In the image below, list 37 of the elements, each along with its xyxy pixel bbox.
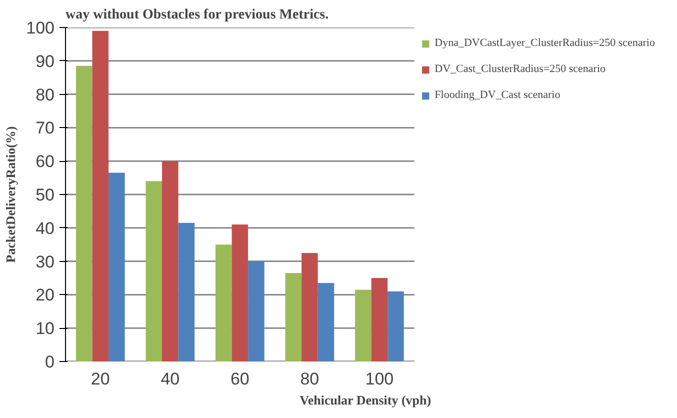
x-tick-label: 80 xyxy=(300,370,320,388)
y-tick-label: 30 xyxy=(36,252,55,272)
y-tick-label: 80 xyxy=(36,85,55,104)
text: way without Obstacles for previous Metrics. xyxy=(66,8,329,22)
bar xyxy=(371,278,388,362)
legend-label: Flooding_DV_Cast scenario xyxy=(434,89,560,101)
legend-label: DV_Cast_ClusterRadius=250 scenario xyxy=(434,63,606,75)
y-tick-label: 60 xyxy=(36,152,55,172)
x-tick-label: 40 xyxy=(160,370,180,388)
bar xyxy=(216,244,232,362)
x-axis-title: Vehicular Density (vph) xyxy=(300,392,432,408)
bar xyxy=(178,222,195,362)
y-tick-label: 50 xyxy=(36,186,55,204)
bar xyxy=(146,181,162,362)
y-tick-label: 40 xyxy=(36,218,55,238)
bar xyxy=(232,224,248,362)
y-tick-label: 70 xyxy=(36,118,55,138)
bar xyxy=(162,161,178,362)
bar xyxy=(318,283,334,362)
bar xyxy=(76,66,92,362)
y-tick-label: 10 xyxy=(36,319,55,338)
x-tick-label: 20 xyxy=(90,370,110,388)
y-axis-title: PacketDeliveryRatio(%) xyxy=(3,126,18,263)
bar xyxy=(302,252,318,362)
bar xyxy=(355,290,372,362)
x-tick-label: 60 xyxy=(230,370,250,388)
y-tick-label: 0 xyxy=(45,352,55,372)
bar xyxy=(108,172,125,362)
y-tick-label: 100 xyxy=(26,18,55,38)
x-tick-label: 100 xyxy=(365,370,394,388)
bar xyxy=(388,291,404,362)
legend-label: Dyna_DVCastLayer_ClusterRadius=250 scenario xyxy=(434,37,655,49)
y-tick-label: 20 xyxy=(36,286,55,305)
y-tick-label: 90 xyxy=(36,52,55,71)
bar xyxy=(285,272,302,362)
bar xyxy=(248,261,264,362)
bar xyxy=(92,30,109,362)
